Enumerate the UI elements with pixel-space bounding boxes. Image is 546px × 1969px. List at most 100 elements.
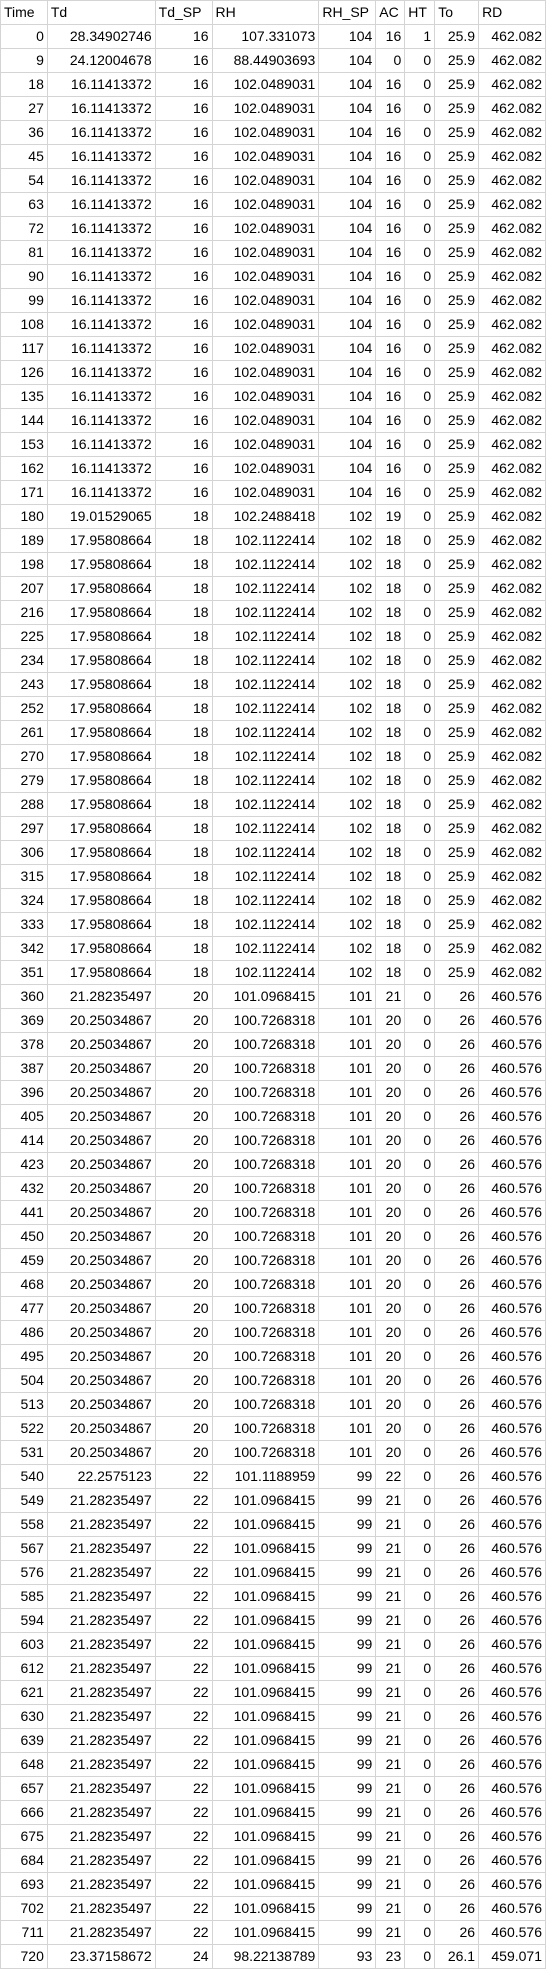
cell-rh[interactable]: 102.1122414 bbox=[211, 744, 320, 769]
cell-rh-sp[interactable]: 104 bbox=[318, 456, 377, 481]
cell-rh-sp[interactable]: 104 bbox=[318, 264, 377, 289]
cell-td[interactable]: 20.25034867 bbox=[46, 1344, 156, 1369]
cell-td[interactable]: 17.95808664 bbox=[46, 816, 156, 841]
cell-ht[interactable]: 0 bbox=[404, 1104, 436, 1129]
cell-time[interactable]: 9 bbox=[0, 48, 48, 73]
cell-rd[interactable]: 460.576 bbox=[478, 1920, 546, 1945]
cell-rh[interactable]: 101.0968415 bbox=[211, 1536, 320, 1561]
cell-td-sp[interactable]: 22 bbox=[154, 1824, 213, 1849]
cell-ht[interactable]: 0 bbox=[404, 576, 436, 601]
cell-td[interactable]: 21.28235497 bbox=[46, 1920, 156, 1945]
cell-rd[interactable]: 462.082 bbox=[478, 432, 546, 457]
cell-rh-sp[interactable]: 101 bbox=[318, 1032, 377, 1057]
cell-ht[interactable]: 0 bbox=[404, 288, 436, 313]
cell-to[interactable]: 25.9 bbox=[434, 888, 480, 913]
cell-td-sp[interactable]: 22 bbox=[154, 1896, 213, 1921]
cell-ac[interactable]: 16 bbox=[375, 360, 406, 385]
cell-time[interactable]: 666 bbox=[0, 1800, 48, 1825]
cell-to[interactable]: 25.9 bbox=[434, 480, 480, 505]
cell-rh[interactable]: 102.0489031 bbox=[211, 312, 320, 337]
cell-td-sp[interactable]: 22 bbox=[154, 1632, 213, 1657]
cell-ac[interactable]: 21 bbox=[375, 1776, 406, 1801]
cell-ht[interactable]: 0 bbox=[404, 1488, 436, 1513]
cell-rd[interactable]: 460.576 bbox=[478, 1824, 546, 1849]
cell-td[interactable]: 24.12004678 bbox=[46, 48, 156, 73]
cell-to[interactable]: 26 bbox=[434, 1320, 480, 1345]
cell-time[interactable]: 540 bbox=[0, 1464, 48, 1489]
cell-td-sp[interactable]: 16 bbox=[154, 264, 213, 289]
cell-rh-sp[interactable]: 104 bbox=[318, 480, 377, 505]
cell-rh-sp[interactable]: 99 bbox=[318, 1488, 377, 1513]
cell-td-sp[interactable]: 22 bbox=[154, 1848, 213, 1873]
cell-rh-sp[interactable]: 104 bbox=[318, 360, 377, 385]
cell-ht[interactable]: 0 bbox=[404, 1440, 436, 1465]
cell-td-sp[interactable]: 20 bbox=[154, 1344, 213, 1369]
cell-rd[interactable]: 460.576 bbox=[478, 1080, 546, 1105]
cell-time[interactable]: 387 bbox=[0, 1056, 48, 1081]
cell-rh-sp[interactable]: 101 bbox=[318, 984, 377, 1009]
cell-td[interactable]: 28.34902746 bbox=[46, 24, 156, 49]
cell-time[interactable]: 639 bbox=[0, 1728, 48, 1753]
cell-rh-sp[interactable]: 101 bbox=[318, 1344, 377, 1369]
header-cell-rd[interactable]: RD bbox=[478, 0, 546, 25]
cell-td-sp[interactable]: 16 bbox=[154, 72, 213, 97]
cell-td-sp[interactable]: 16 bbox=[154, 24, 213, 49]
cell-to[interactable]: 25.9 bbox=[434, 576, 480, 601]
cell-rd[interactable]: 460.576 bbox=[478, 1680, 546, 1705]
cell-td[interactable]: 20.25034867 bbox=[46, 1128, 156, 1153]
cell-td-sp[interactable]: 16 bbox=[154, 192, 213, 217]
cell-td[interactable]: 17.95808664 bbox=[46, 792, 156, 817]
cell-rh-sp[interactable]: 101 bbox=[318, 1368, 377, 1393]
cell-ac[interactable]: 21 bbox=[375, 1536, 406, 1561]
cell-td-sp[interactable]: 20 bbox=[154, 1056, 213, 1081]
cell-td[interactable]: 16.11413372 bbox=[46, 336, 156, 361]
cell-td[interactable]: 20.25034867 bbox=[46, 1200, 156, 1225]
cell-to[interactable]: 26 bbox=[434, 1488, 480, 1513]
cell-to[interactable]: 26 bbox=[434, 1176, 480, 1201]
cell-ht[interactable]: 0 bbox=[404, 1128, 436, 1153]
cell-rh-sp[interactable]: 104 bbox=[318, 168, 377, 193]
cell-ht[interactable]: 0 bbox=[404, 1848, 436, 1873]
cell-time[interactable]: 612 bbox=[0, 1656, 48, 1681]
cell-ac[interactable]: 21 bbox=[375, 1632, 406, 1657]
cell-rh[interactable]: 102.0489031 bbox=[211, 240, 320, 265]
cell-ac[interactable]: 19 bbox=[375, 504, 406, 529]
cell-td[interactable]: 21.28235497 bbox=[46, 1824, 156, 1849]
cell-rh[interactable]: 102.1122414 bbox=[211, 672, 320, 697]
cell-ht[interactable]: 0 bbox=[404, 792, 436, 817]
cell-td-sp[interactable]: 22 bbox=[154, 1800, 213, 1825]
cell-ac[interactable]: 18 bbox=[375, 816, 406, 841]
cell-rh[interactable]: 101.0968415 bbox=[211, 1824, 320, 1849]
cell-time[interactable]: 171 bbox=[0, 480, 48, 505]
cell-ht[interactable]: 0 bbox=[404, 1296, 436, 1321]
cell-to[interactable]: 25.9 bbox=[434, 456, 480, 481]
cell-time[interactable]: 180 bbox=[0, 504, 48, 529]
cell-td[interactable]: 17.95808664 bbox=[46, 936, 156, 961]
cell-ht[interactable]: 0 bbox=[404, 1080, 436, 1105]
cell-rh-sp[interactable]: 102 bbox=[318, 840, 377, 865]
cell-ac[interactable]: 18 bbox=[375, 552, 406, 577]
cell-rd[interactable]: 460.576 bbox=[478, 1296, 546, 1321]
cell-ac[interactable]: 18 bbox=[375, 912, 406, 937]
cell-td[interactable]: 17.95808664 bbox=[46, 576, 156, 601]
cell-ht[interactable]: 0 bbox=[404, 1752, 436, 1777]
cell-ht[interactable]: 0 bbox=[404, 1368, 436, 1393]
cell-to[interactable]: 25.9 bbox=[434, 960, 480, 985]
cell-rh-sp[interactable]: 102 bbox=[318, 912, 377, 937]
cell-time[interactable]: 324 bbox=[0, 888, 48, 913]
cell-ht[interactable]: 0 bbox=[404, 720, 436, 745]
cell-td-sp[interactable]: 16 bbox=[154, 360, 213, 385]
cell-to[interactable]: 25.9 bbox=[434, 192, 480, 217]
cell-rd[interactable]: 460.576 bbox=[478, 1128, 546, 1153]
cell-rh-sp[interactable]: 101 bbox=[318, 1248, 377, 1273]
cell-rd[interactable]: 460.576 bbox=[478, 1152, 546, 1177]
cell-ac[interactable]: 21 bbox=[375, 1584, 406, 1609]
cell-rh-sp[interactable]: 99 bbox=[318, 1680, 377, 1705]
cell-to[interactable]: 25.9 bbox=[434, 216, 480, 241]
cell-to[interactable]: 25.9 bbox=[434, 696, 480, 721]
cell-td-sp[interactable]: 22 bbox=[154, 1608, 213, 1633]
cell-time[interactable]: 315 bbox=[0, 864, 48, 889]
cell-rd[interactable]: 460.576 bbox=[478, 1488, 546, 1513]
cell-rh[interactable]: 101.0968415 bbox=[211, 1776, 320, 1801]
cell-time[interactable]: 279 bbox=[0, 768, 48, 793]
